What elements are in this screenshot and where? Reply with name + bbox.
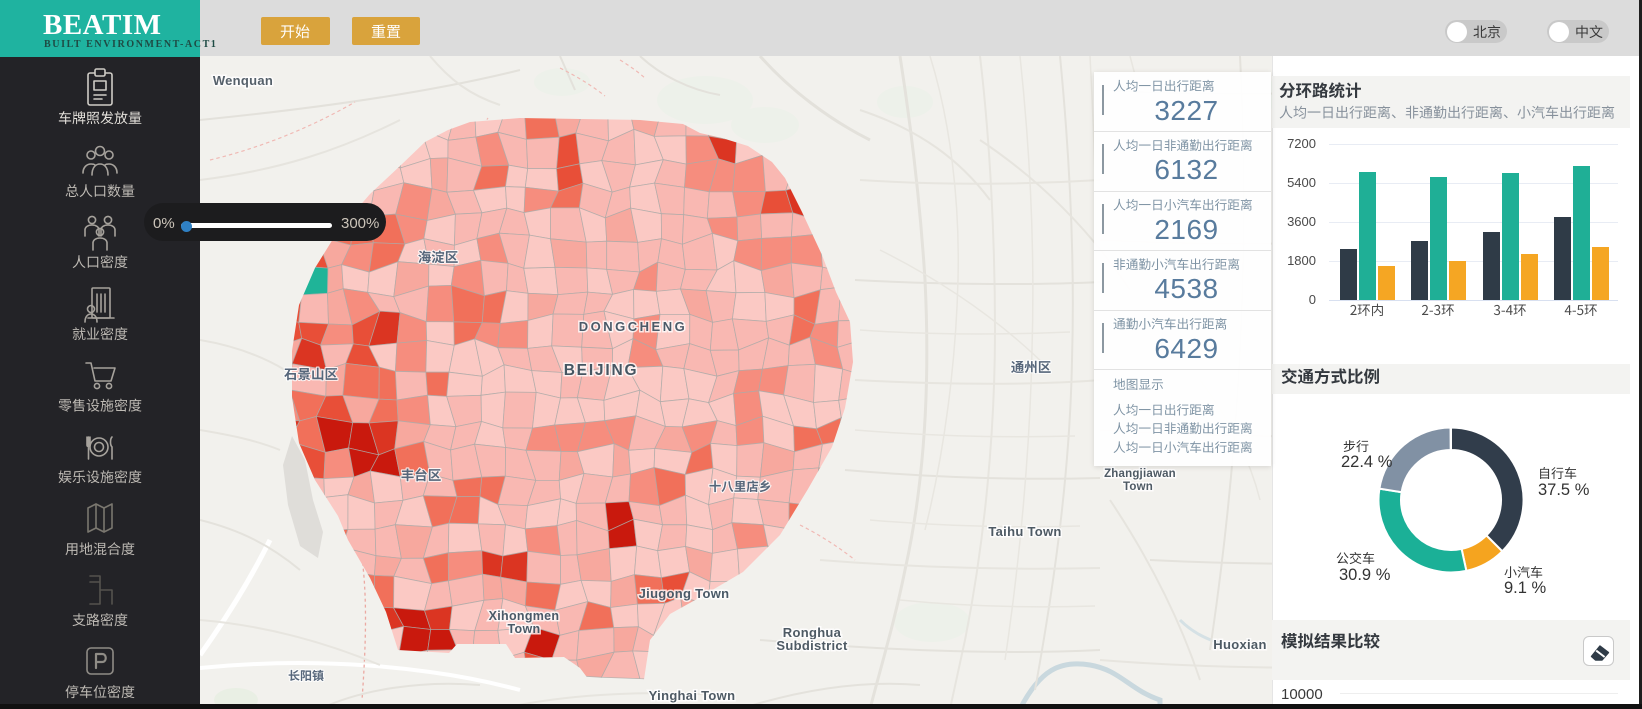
svg-text:Wenquan: Wenquan — [213, 73, 273, 88]
svg-text:Xihongmen: Xihongmen — [489, 609, 560, 623]
svg-text:Subdistrict: Subdistrict — [776, 638, 848, 653]
svg-text:Yinghai Town: Yinghai Town — [649, 688, 736, 703]
svg-text:BEIJING: BEIJING — [564, 362, 639, 379]
svg-text:DONGCHENG: DONGCHENG — [579, 319, 687, 334]
svg-text:Town: Town — [1123, 481, 1153, 493]
svg-text:Town: Town — [508, 622, 541, 636]
svg-text:Zhangjiawan: Zhangjiawan — [1104, 468, 1176, 480]
svg-text:Jiugong Town: Jiugong Town — [639, 586, 730, 601]
svg-text:Ronghua: Ronghua — [783, 625, 842, 640]
svg-text:Huoxian: Huoxian — [1213, 637, 1266, 652]
svg-text:Taihu Town: Taihu Town — [988, 524, 1061, 539]
